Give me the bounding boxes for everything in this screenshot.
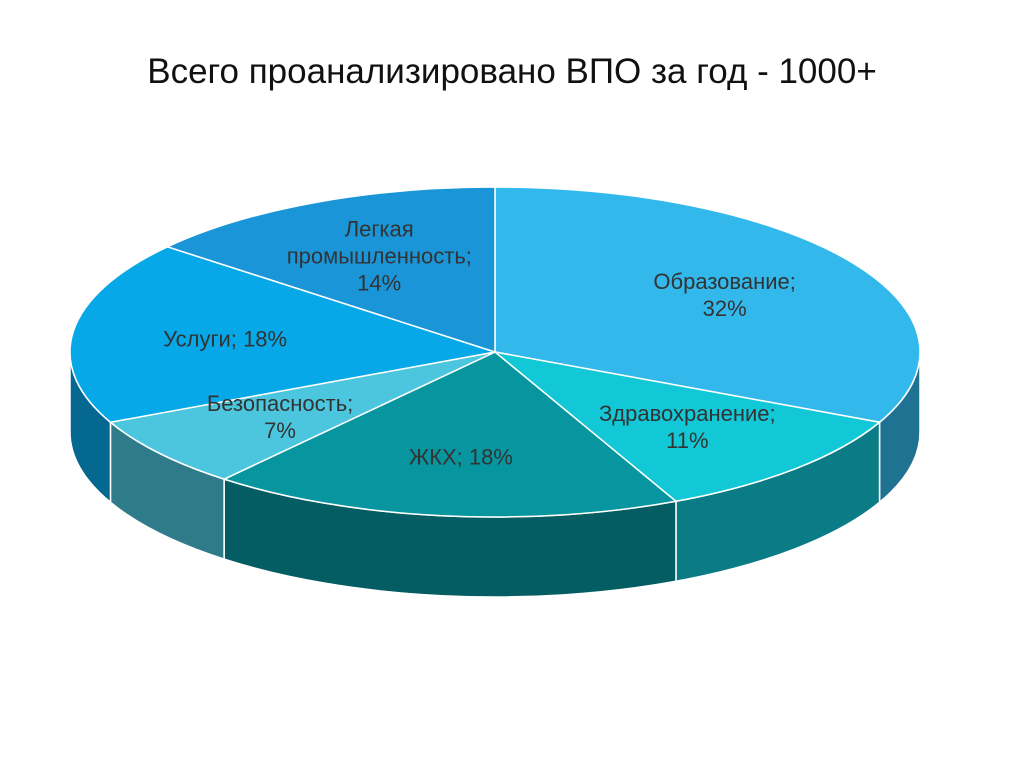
category-label: Здравохранение; [598,400,776,426]
value-label: 32% [702,296,747,322]
category-label: ЖКХ; [408,444,463,470]
value-label: 14% [357,270,402,296]
pie-slice [108,351,496,480]
value-label: 7% [264,417,296,443]
category-label: Услуги; [163,326,237,352]
category-label: Образование; [653,269,796,295]
value-label: 18% [243,326,288,352]
category-label: Безопасность; [206,390,354,416]
data-label: Образование; 32% [645,268,805,322]
data-label: Здравохранение; 11% [587,400,787,454]
data-label: Безопасность; 7% [195,390,365,444]
pie-slice [222,351,678,518]
pie-slice [69,246,496,424]
value-label: 11% [666,427,709,453]
chart-title: Всего проанализировано ВПО за год - 1000… [147,52,877,91]
data-label: Легкая промышленность; 14% [287,216,472,297]
pie-slice [492,350,882,503]
value-label: 18% [468,444,513,470]
pie-slice [494,186,921,424]
data-label: ЖКХ; 18% [361,443,561,470]
pie-slice [165,186,496,354]
data-label: Услуги; 18% [125,325,325,352]
category-label: Легкая промышленность; [286,216,472,269]
